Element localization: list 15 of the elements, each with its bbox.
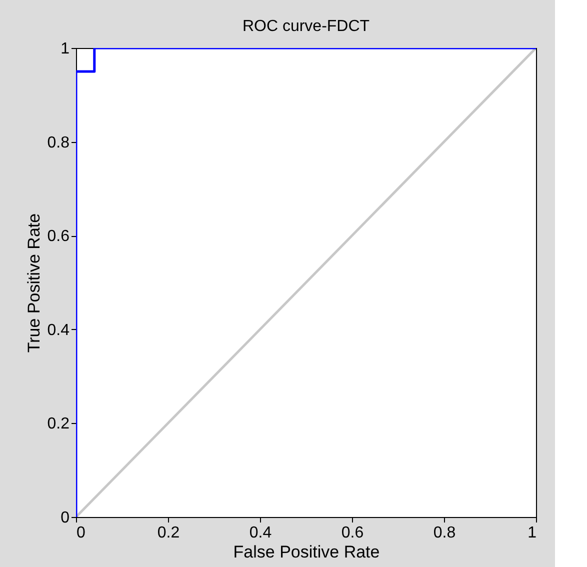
x-tick-label: 0.8 (433, 524, 456, 542)
y-tick-label: 0.6 (47, 228, 70, 246)
x-tick-label: 0.2 (157, 524, 180, 542)
chart-title: ROC curve-FDCT (242, 18, 370, 35)
y-axis-title: True Positive Rate (24, 213, 44, 353)
y-tick-label: 0.8 (47, 134, 70, 152)
x-axis-title: False Positive Rate (233, 542, 380, 562)
y-tick-label: 0.2 (47, 416, 70, 433)
x-tick-label: 0.6 (341, 524, 364, 542)
y-tick-label: 1 (60, 40, 70, 58)
y-tick-label: 0.4 (47, 322, 70, 339)
x-tick-label: 0.4 (249, 524, 272, 542)
x-tick-label: 0 (76, 524, 86, 542)
x-tick-label: 1 (528, 524, 537, 542)
y-tick-label: 0 (60, 510, 70, 526)
